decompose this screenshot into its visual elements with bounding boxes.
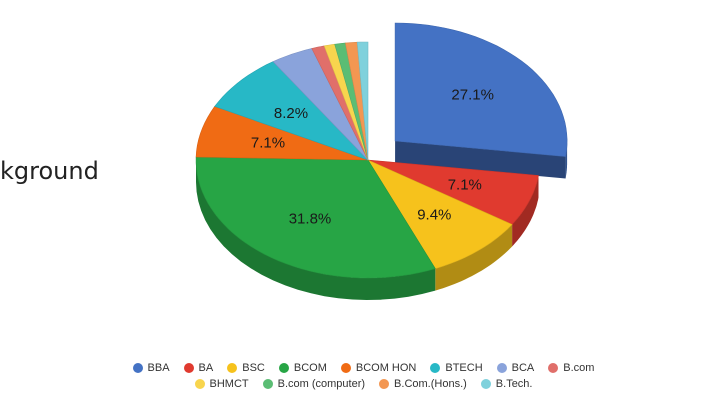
legend-label: B.com bbox=[563, 362, 595, 374]
pie-label-layer: 27.1% 7.1% 9.4% 31.8% 7.1% 8.2% bbox=[251, 86, 494, 227]
legend-row: BHMCT B.com (computer) B.Com.(Hons.) B.Tech… bbox=[0, 378, 727, 390]
slice-side-bcom bbox=[196, 160, 436, 300]
legend-label: BCOM bbox=[293, 362, 327, 374]
pie-chart: 27.1% 7.1% 9.4% 31.8% 7.1% 8.2% bbox=[195, 22, 568, 300]
slice-b-tech bbox=[356, 41, 369, 161]
chart-legend: BBA BA BSC BCOM BCOM HON BTECH BCA B.com BHMCT B.… bbox=[0, 362, 727, 394]
legend-label: BCOM HON bbox=[355, 362, 417, 374]
legend-row: BBA BA BSC BCOM BCOM HON BTECH BCA B.com bbox=[0, 362, 727, 374]
legend-label: B.Tech. bbox=[495, 378, 533, 390]
slice-side-bsc bbox=[435, 224, 513, 291]
legend-item-btech: BTECH bbox=[430, 362, 483, 374]
legend-item-b-com-computer: B.com (computer) bbox=[262, 378, 366, 390]
pie-depth-layer bbox=[196, 141, 568, 300]
legend-label: B.Com.(Hons.) bbox=[394, 378, 467, 390]
slice-bba bbox=[394, 22, 568, 157]
legend-label: BHMCT bbox=[209, 378, 249, 390]
legend-item-bsc: BSC bbox=[227, 362, 265, 374]
data-label-bcom: 31.8% bbox=[289, 211, 332, 228]
legend-label: BBA bbox=[147, 362, 170, 374]
legend-swatch-icon bbox=[430, 363, 441, 373]
slice-face-bba bbox=[395, 141, 566, 179]
legend-item-ba: BA bbox=[183, 362, 214, 374]
legend-label: BSC bbox=[242, 362, 265, 374]
legend-item-bcom: BCOM bbox=[278, 362, 327, 374]
legend-item-b-com-hons: B.Com.(Hons.) bbox=[379, 378, 467, 390]
legend-label: BCA bbox=[511, 362, 535, 374]
legend-swatch-icon bbox=[480, 379, 491, 389]
legend-item-bhmct: BHMCT bbox=[194, 378, 249, 390]
legend-item-b-com: B.com bbox=[548, 362, 594, 374]
legend-swatch-icon bbox=[262, 379, 273, 389]
data-label-ba: 7.1% bbox=[448, 177, 482, 194]
data-label-btech: 8.2% bbox=[274, 105, 308, 122]
legend-item-bcom-hon: BCOM HON bbox=[340, 362, 417, 374]
legend-swatch-icon bbox=[278, 363, 289, 373]
legend-item-bca: BCA bbox=[496, 362, 535, 374]
legend-item-b-tech: B.Tech. bbox=[480, 378, 533, 390]
slice-side-ba bbox=[512, 175, 539, 247]
legend-swatch-icon bbox=[496, 363, 507, 373]
pie-top-layer bbox=[195, 22, 568, 279]
slice-bcom-hon bbox=[195, 106, 369, 161]
data-label-bsc: 9.4% bbox=[417, 206, 451, 223]
legend-label: BA bbox=[198, 362, 214, 374]
slice-bcom bbox=[195, 156, 436, 279]
legend-label: BTECH bbox=[445, 362, 483, 374]
legend-item-bba: BBA bbox=[132, 362, 170, 374]
data-label-bba: 27.1% bbox=[451, 86, 494, 103]
legend-swatch-icon bbox=[132, 363, 143, 373]
data-label-bcom-hon: 7.1% bbox=[251, 135, 285, 152]
partial-background-text: kground bbox=[0, 157, 99, 185]
slice-bsc bbox=[367, 159, 513, 269]
legend-label: B.com (computer) bbox=[277, 378, 366, 390]
legend-swatch-icon bbox=[227, 363, 238, 373]
legend-swatch-icon bbox=[194, 379, 205, 389]
slice-bca bbox=[272, 48, 369, 161]
legend-swatch-icon bbox=[183, 363, 194, 373]
legend-swatch-icon bbox=[548, 363, 559, 373]
slice-ba bbox=[367, 159, 539, 225]
legend-swatch-icon bbox=[340, 363, 351, 373]
legend-swatch-icon bbox=[379, 379, 390, 389]
slice-btech bbox=[214, 61, 369, 161]
